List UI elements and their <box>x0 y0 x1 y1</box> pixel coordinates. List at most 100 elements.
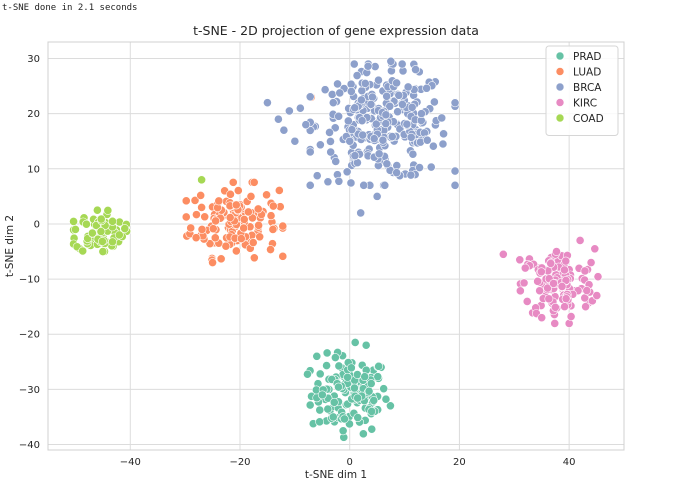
data-point <box>325 128 334 137</box>
data-point <box>92 205 102 215</box>
legend-marker <box>555 82 565 92</box>
data-point <box>263 98 272 108</box>
y-tick-label: 20 <box>27 109 40 120</box>
data-point <box>327 90 337 99</box>
data-point <box>428 141 438 151</box>
data-point <box>249 177 259 187</box>
data-point <box>330 123 340 133</box>
legend-label: BRCA <box>573 82 602 94</box>
legend-label: LUAD <box>573 66 601 78</box>
data-point <box>305 400 315 410</box>
data-point <box>374 361 384 371</box>
data-point <box>550 319 560 328</box>
series-luad <box>181 92 316 267</box>
data-point <box>557 282 567 291</box>
y-tick-label: −40 <box>19 440 40 451</box>
data-point <box>352 370 362 379</box>
data-point <box>411 65 420 74</box>
data-point <box>284 106 294 116</box>
data-point <box>544 294 554 304</box>
data-point <box>243 207 253 217</box>
data-point <box>381 394 391 404</box>
data-point <box>210 233 220 243</box>
data-point <box>360 372 370 382</box>
data-point <box>266 211 276 221</box>
data-point <box>397 100 407 109</box>
data-point <box>108 216 117 226</box>
data-point <box>580 266 590 276</box>
data-point <box>114 230 124 240</box>
data-point <box>323 404 333 414</box>
data-point <box>82 219 91 229</box>
data-point <box>352 71 362 80</box>
data-point <box>515 255 525 265</box>
data-point <box>350 151 360 161</box>
data-point <box>96 227 106 236</box>
data-point <box>374 75 383 85</box>
chart-title: t-SNE - 2D projection of gene expression… <box>193 23 479 38</box>
y-axis-label: t-SNE dim 2 <box>4 215 16 277</box>
data-point <box>586 258 596 267</box>
data-point <box>450 180 460 190</box>
legend-label: COAD <box>573 113 604 125</box>
data-point <box>353 393 363 403</box>
data-point <box>312 351 322 361</box>
data-point <box>566 312 576 321</box>
data-point <box>357 116 367 126</box>
legend: PRAD LUAD BRCA KIRC COAD <box>545 45 619 136</box>
data-point <box>330 353 340 362</box>
data-point <box>71 225 80 234</box>
data-point <box>208 224 218 234</box>
data-point <box>378 135 388 145</box>
data-point <box>593 272 603 282</box>
plot-frame <box>47 41 625 451</box>
data-point <box>208 258 217 267</box>
data-point <box>328 412 338 422</box>
data-point <box>353 413 363 423</box>
data-point <box>392 78 401 88</box>
legend-label: PRAD <box>573 51 601 63</box>
data-point <box>231 200 241 210</box>
data-point <box>69 217 78 226</box>
data-point <box>233 186 243 195</box>
data-point <box>338 426 348 436</box>
data-point <box>403 82 413 92</box>
data-point <box>349 59 359 69</box>
data-point <box>197 225 207 234</box>
series-kirc <box>498 236 603 328</box>
data-point <box>334 361 344 371</box>
data-point <box>393 107 402 117</box>
data-point <box>546 259 556 268</box>
data-point <box>387 132 397 142</box>
y-tick-labels: −40 −30 −20 −10 0 10 20 30 <box>19 54 40 451</box>
data-point <box>369 395 379 405</box>
data-point <box>231 246 241 256</box>
data-point <box>397 59 407 69</box>
data-point <box>374 149 384 159</box>
data-point <box>255 232 265 242</box>
data-point <box>312 171 322 181</box>
data-point <box>356 95 366 105</box>
data-point <box>96 214 106 224</box>
data-point <box>108 237 117 247</box>
data-point <box>359 180 369 190</box>
data-point <box>335 88 345 98</box>
x-axis-label: t-SNE dim 1 <box>305 469 367 481</box>
data-point <box>87 228 97 238</box>
data-point <box>520 263 530 273</box>
x-tick-label: 0 <box>347 457 353 468</box>
data-point <box>519 278 529 288</box>
data-point <box>367 407 377 416</box>
data-point <box>205 239 215 249</box>
data-point <box>103 205 113 215</box>
y-tick-label: 0 <box>34 219 40 230</box>
data-point <box>561 294 571 304</box>
data-point <box>326 137 335 146</box>
data-point <box>402 119 412 129</box>
data-point <box>450 166 460 176</box>
data-point <box>334 176 344 186</box>
data-point <box>246 191 256 201</box>
data-point <box>422 83 431 93</box>
legend-marker <box>555 67 565 76</box>
